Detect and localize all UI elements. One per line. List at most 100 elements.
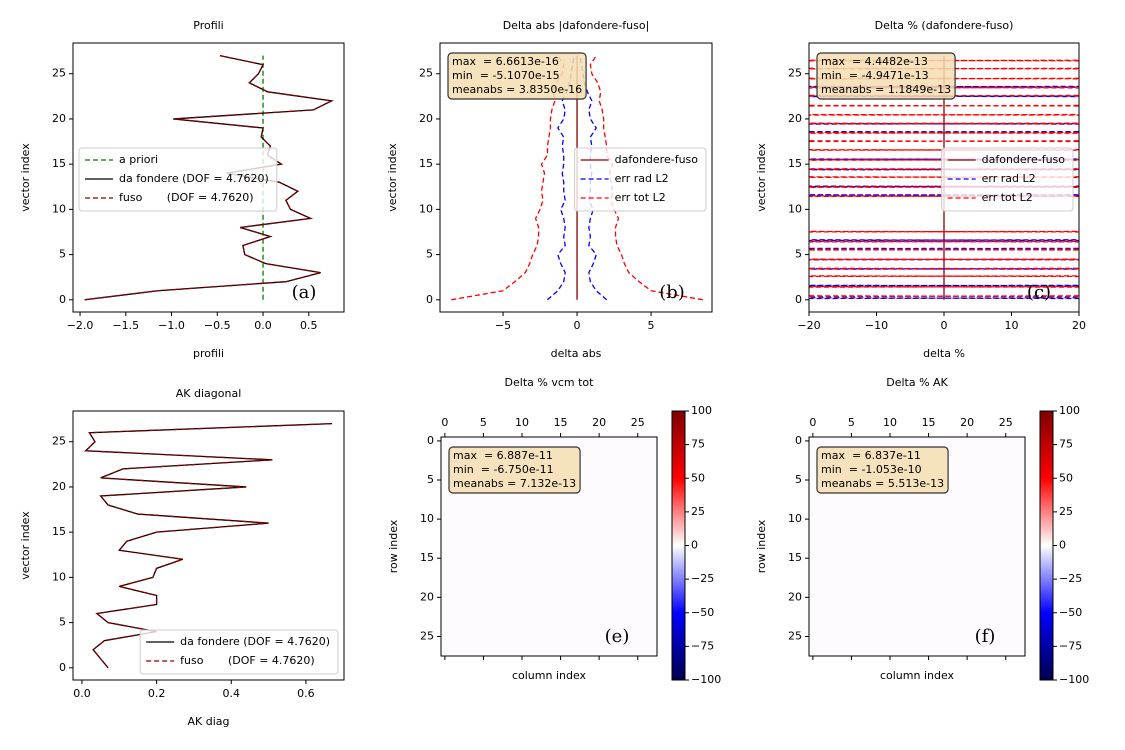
stats-text: min = -1.053e-10 — [821, 463, 922, 476]
legend-label: fuso (DOF = 4.7620) — [180, 654, 315, 667]
chart-title: Delta abs |dafondere-fuso| — [503, 19, 650, 32]
y-tick-label: 0 — [59, 661, 66, 674]
stats-text: meanabs = 3.8350e-16 — [452, 83, 582, 96]
y-axis-label: row index — [387, 519, 400, 573]
plot-area — [84, 423, 333, 669]
y-tick-label: 5 — [427, 473, 434, 486]
x-tick-label: 0.4 — [223, 687, 241, 700]
series-line — [84, 423, 333, 669]
y-tick-label: 15 — [788, 157, 802, 170]
y-tick-label: 0 — [427, 434, 434, 447]
stats-text: min = -4.9471e-13 — [821, 69, 929, 82]
y-tick-label: 25 — [788, 629, 802, 642]
stats-text: max = 6.6613e-16 — [452, 55, 559, 68]
y-tick-label: 10 — [788, 202, 802, 215]
axes-frame — [72, 42, 345, 313]
y-tick-label: 10 — [788, 512, 802, 525]
y-tick-label: 10 — [52, 570, 66, 583]
y-tick-label: 15 — [52, 525, 66, 538]
colorbar-tick-label: 25 — [1059, 505, 1073, 518]
colorbar-tick-label: 100 — [1059, 404, 1080, 417]
legend-label: err rad L2 — [615, 172, 669, 185]
stats-text: min = -6.750e-11 — [453, 463, 554, 476]
series-line — [589, 55, 703, 301]
axes-frame — [440, 436, 658, 657]
x-tick-label: 10 — [883, 416, 897, 429]
x-tick-label: 25 — [631, 416, 645, 429]
panel-letter: (e) — [605, 626, 630, 647]
y-tick-label: 20 — [52, 480, 66, 493]
colorbar-tick-label: −75 — [1059, 639, 1082, 652]
colorbar — [671, 410, 686, 681]
x-tick-label: 25 — [999, 416, 1013, 429]
colorbar-tick-label: −100 — [1059, 673, 1089, 686]
legend-frame — [139, 629, 339, 675]
x-tick-label: 0 — [574, 319, 581, 332]
y-tick-label: 20 — [52, 112, 66, 125]
y-tick-label: 25 — [419, 67, 433, 80]
legend-label: fuso (DOF = 4.7620) — [119, 191, 254, 204]
colorbar — [1039, 410, 1054, 681]
colorbar-tick-label: −25 — [691, 572, 714, 585]
chart-title: AK diagonal — [176, 387, 242, 400]
chart-title: Delta % AK — [886, 376, 948, 389]
x-tick-label: 10 — [1005, 319, 1019, 332]
y-tick-label: 20 — [788, 112, 802, 125]
y-tick-label: 10 — [52, 202, 66, 215]
x-tick-label: 0.2 — [148, 687, 166, 700]
x-tick-label: 20 — [960, 416, 974, 429]
x-tick-label: 10 — [515, 416, 529, 429]
panel-letter: (c) — [1027, 282, 1051, 303]
stats-text: meanabs = 7.132e-13 — [453, 477, 576, 490]
colorbar-tick-label: 75 — [691, 438, 705, 451]
colorbar-tick-label: −100 — [691, 673, 721, 686]
x-tick-label: 0.5 — [300, 319, 318, 332]
x-axis-label: delta abs — [551, 347, 602, 360]
colorbar-tick-label: −25 — [1059, 572, 1082, 585]
y-tick-label: 25 — [788, 67, 802, 80]
panel-letter: (b) — [659, 282, 685, 303]
legend-label: da fondere (DOF = 4.7620) — [180, 635, 330, 648]
y-tick-label: 25 — [52, 67, 66, 80]
stats-frame — [816, 446, 949, 494]
x-tick-label: 5 — [480, 416, 487, 429]
chart-title: Delta % vcm tot — [505, 376, 595, 389]
x-axis-label: column index — [512, 669, 587, 682]
legend: dafondere-fuso err rad L2 err tot L2 — [941, 147, 1074, 212]
y-tick-label: 10 — [419, 202, 433, 215]
y-tick-label: 0 — [426, 293, 433, 306]
x-tick-label: 0.0 — [254, 319, 272, 332]
legend: a priori da fondere (DOF = 4.7620) fuso (D… — [78, 147, 278, 212]
colorbar-tick-label: 0 — [1059, 539, 1066, 552]
y-axis-label: vector index — [19, 511, 32, 580]
y-axis-label: row index — [755, 519, 768, 573]
legend-label: dafondere-fuso — [615, 153, 699, 166]
y-axis-label: vector index — [755, 143, 768, 212]
x-tick-label: 5 — [648, 319, 655, 332]
y-tick-label: 15 — [420, 551, 434, 564]
axes-frame — [439, 42, 713, 313]
y-tick-label: 15 — [52, 157, 66, 170]
y-axis-label: vector index — [386, 143, 399, 212]
legend-label: err tot L2 — [615, 191, 666, 204]
y-tick-label: 5 — [426, 248, 433, 261]
legend-label: da fondere (DOF = 4.7620) — [119, 172, 269, 185]
axes-frame — [808, 436, 1026, 657]
x-tick-label: 0.0 — [73, 687, 91, 700]
x-tick-label: −20 — [797, 319, 820, 332]
stats-frame — [816, 52, 956, 100]
stats-text: max = 4.4482e-13 — [821, 55, 928, 68]
x-tick-label: 15 — [922, 416, 936, 429]
y-tick-label: 25 — [420, 629, 434, 642]
x-tick-label: 0 — [441, 416, 448, 429]
legend-frame — [941, 147, 1074, 212]
series-line — [84, 55, 334, 301]
x-tick-label: 15 — [554, 416, 568, 429]
chart-title: Delta % (dafondere-fuso) — [875, 19, 1014, 32]
panel-letter: (a) — [292, 282, 317, 303]
colorbar-tick-label: 0 — [691, 539, 698, 552]
y-tick-label: 20 — [788, 590, 802, 603]
